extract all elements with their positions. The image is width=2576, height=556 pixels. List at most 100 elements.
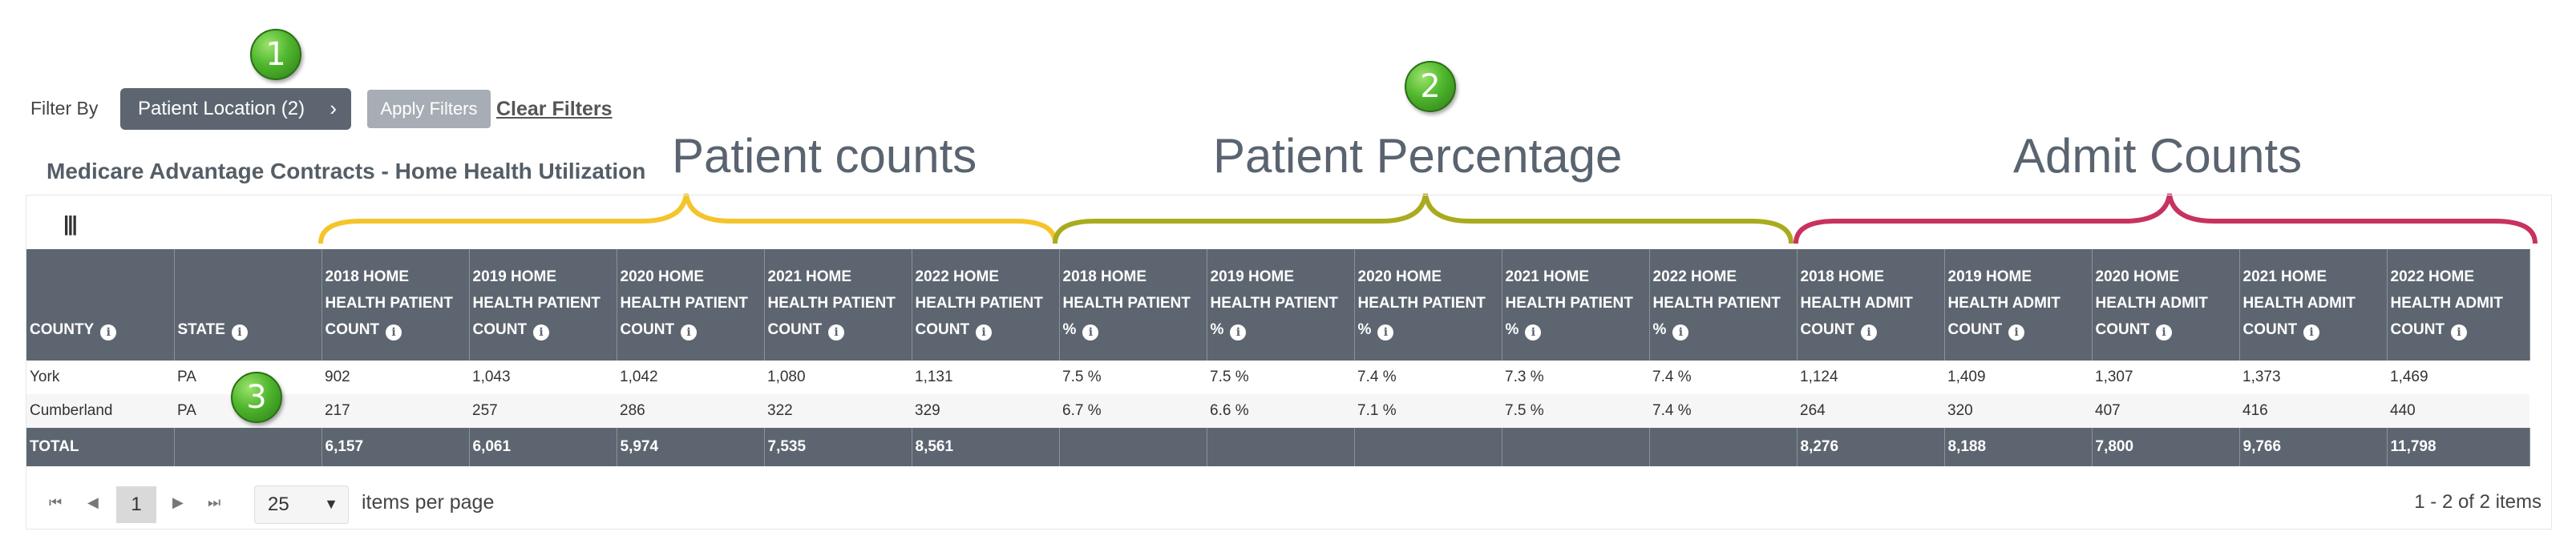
table-cell: 1,043 xyxy=(472,369,511,385)
section-braces xyxy=(318,193,2538,244)
column-header[interactable]: 2020 HOME HEALTH ADMIT COUNT i xyxy=(2092,249,2240,348)
page-size-value: 25 xyxy=(268,494,289,515)
total-cell: 8,561 xyxy=(912,428,1060,466)
table-cell: 322 xyxy=(764,394,912,428)
dropdown-arrow-icon: ▼ xyxy=(324,496,338,512)
table-cell: 6.7 % xyxy=(1059,394,1207,428)
info-icon[interactable]: i xyxy=(681,324,698,340)
brace-admit-counts xyxy=(1793,193,2538,244)
column-header[interactable]: 2018 HOME HEALTH PATIENT COUNT i xyxy=(321,249,470,348)
total-cell: 6,157 xyxy=(321,428,470,466)
table-cell: 6.6 % xyxy=(1207,394,1354,428)
total-cell: 5,974 xyxy=(617,428,765,466)
table-cell: 217 xyxy=(321,394,469,428)
column-header[interactable]: 2021 HOME HEALTH PATIENT COUNT i xyxy=(764,249,912,348)
table-cell: 7.4 % xyxy=(1652,369,1692,385)
info-icon[interactable]: i xyxy=(1525,324,1542,340)
column-header[interactable]: 2022 HOME HEALTH PATIENT % i xyxy=(1649,249,1798,348)
table-row[interactable]: York PA 902 1,043 1,042 1,080 1,131 7.5 … xyxy=(26,361,2529,394)
column-header[interactable]: COUNTY i xyxy=(26,249,175,348)
table-cell: 264 xyxy=(1797,394,1944,428)
info-icon[interactable]: i xyxy=(1672,324,1689,340)
info-icon[interactable]: i xyxy=(2451,324,2468,340)
table-cell: 1,131 xyxy=(915,369,953,385)
report-title: Medicare Advantage Contracts - Home Heal… xyxy=(47,159,646,183)
brace-patient-percentage xyxy=(1053,193,1793,244)
table-cell: 440 xyxy=(2387,394,2529,428)
patient-location-label: Patient Location (2) xyxy=(138,98,305,119)
table-cell: 1,469 xyxy=(2390,369,2428,385)
column-header[interactable]: STATE i xyxy=(174,249,322,348)
column-header[interactable]: 2019 HOME HEALTH ADMIT COUNT i xyxy=(1944,249,2093,348)
column-header[interactable]: 2020 HOME HEALTH PATIENT COUNT i xyxy=(617,249,765,348)
items-per-page-label: items per page xyxy=(362,491,495,514)
callout-marker-2: 2 xyxy=(1405,61,1456,112)
results-grid: ||| COUNTY i STATE i 2018 HOME HEALTH PATI… xyxy=(26,195,2552,530)
brace-patient-counts xyxy=(318,193,1057,244)
info-icon[interactable]: i xyxy=(100,324,117,340)
column-header[interactable]: 2018 HOME HEALTH PATIENT % i xyxy=(1059,249,1207,348)
total-cell: 8,276 xyxy=(1797,428,1945,466)
total-cell: 6,061 xyxy=(469,428,617,466)
table-cell: 7.1 % xyxy=(1354,394,1502,428)
info-icon[interactable]: i xyxy=(828,324,845,340)
table-cell: Cumberland xyxy=(26,394,174,428)
current-page-button[interactable]: 1 xyxy=(116,486,156,523)
total-cell xyxy=(1649,428,1798,466)
column-header[interactable]: 2018 HOME HEALTH ADMIT COUNT i xyxy=(1797,249,1945,348)
pager-info: 1 - 2 of 2 items xyxy=(2414,491,2542,513)
column-header[interactable]: 2019 HOME HEALTH PATIENT COUNT i xyxy=(469,249,617,348)
total-cell: 7,800 xyxy=(2092,428,2240,466)
total-cell xyxy=(1207,428,1355,466)
pager: ⏮ ◀ 1 ▶ ⏭ 25 ▼ items per page 1 - 2 of 2… xyxy=(26,473,2551,530)
callout-marker-1: 1 xyxy=(250,29,301,80)
column-header[interactable]: 2020 HOME HEALTH PATIENT % i xyxy=(1354,249,1502,348)
first-page-icon[interactable]: ⏮ xyxy=(49,494,63,510)
total-row: TOTAL 6,157 6,061 5,974 7,535 8,561 8,27… xyxy=(26,428,2530,466)
column-header[interactable]: 2022 HOME HEALTH ADMIT COUNT i xyxy=(2387,249,2530,348)
info-icon[interactable]: i xyxy=(2008,324,2025,340)
table-cell: 1,307 xyxy=(2095,369,2133,385)
info-icon[interactable]: i xyxy=(2156,324,2173,340)
total-cell: 9,766 xyxy=(2239,428,2388,466)
total-cell xyxy=(174,428,322,466)
info-icon[interactable]: i xyxy=(976,324,993,340)
chevron-right-icon: › xyxy=(330,96,337,120)
table-cell: 320 xyxy=(1944,394,2092,428)
section-label-patient-percentage: Patient Percentage xyxy=(1213,129,1623,183)
column-header[interactable]: 2022 HOME HEALTH PATIENT COUNT i xyxy=(912,249,1060,348)
table-cell: 7.5 % xyxy=(1502,394,1649,428)
apply-filters-button[interactable]: Apply Filters xyxy=(367,90,491,128)
filter-by-label: Filter By xyxy=(30,98,99,119)
info-icon[interactable]: i xyxy=(1377,324,1394,340)
info-icon[interactable]: i xyxy=(1861,324,1878,340)
info-icon[interactable]: i xyxy=(1082,324,1099,340)
table-row[interactable]: Cumberland PA 217 257 286 322 329 6.7 % … xyxy=(26,394,2529,428)
next-page-icon[interactable]: ▶ xyxy=(172,494,184,510)
column-header[interactable]: 2021 HOME HEALTH ADMIT COUNT i xyxy=(2239,249,2388,348)
total-cell: 11,798 xyxy=(2387,428,2530,466)
total-cell xyxy=(1059,428,1207,466)
table-cell: 1,042 xyxy=(620,369,658,385)
info-icon[interactable]: i xyxy=(2303,324,2320,340)
table-cell: 1,373 xyxy=(2242,369,2281,385)
patient-location-filter-button[interactable]: Patient Location (2) › xyxy=(120,88,351,130)
column-header[interactable]: 2019 HOME HEALTH PATIENT % i xyxy=(1207,249,1355,348)
table-cell: 7.5 % xyxy=(1210,369,1249,385)
column-chooser-icon[interactable]: ||| xyxy=(63,212,78,236)
previous-page-icon[interactable]: ◀ xyxy=(87,494,99,510)
column-header[interactable]: 2021 HOME HEALTH PATIENT % i xyxy=(1502,249,1650,348)
info-icon[interactable]: i xyxy=(231,324,248,340)
table-cell: 257 xyxy=(469,394,617,428)
table-cell: 7.3 % xyxy=(1505,369,1544,385)
callout-marker-3: 3 xyxy=(231,372,282,423)
total-cell xyxy=(1502,428,1650,466)
last-page-icon[interactable]: ⏭ xyxy=(208,494,221,510)
clear-filters-link[interactable]: Clear Filters xyxy=(496,98,613,120)
info-icon[interactable]: i xyxy=(1230,324,1247,340)
table-cell: 902 xyxy=(325,369,350,385)
table-cell: York xyxy=(30,369,60,385)
info-icon[interactable]: i xyxy=(386,324,402,340)
info-icon[interactable]: i xyxy=(533,324,550,340)
page-size-select[interactable]: 25 ▼ xyxy=(254,485,349,524)
